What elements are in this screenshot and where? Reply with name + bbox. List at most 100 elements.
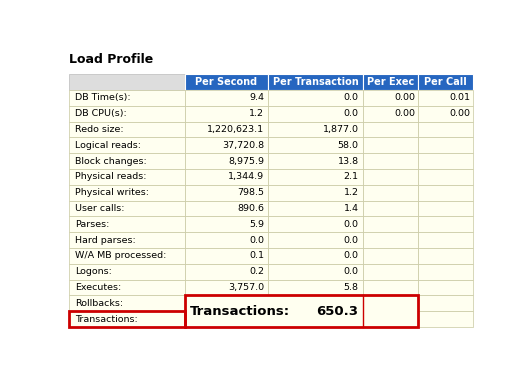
Text: User calls:: User calls: bbox=[75, 204, 125, 213]
Text: Hard parses:: Hard parses: bbox=[75, 235, 136, 245]
Bar bbox=[69, 74, 185, 90]
Bar bbox=[185, 295, 418, 327]
Text: Physical reads:: Physical reads: bbox=[75, 172, 147, 181]
Text: 0.00: 0.00 bbox=[394, 109, 415, 118]
Bar bbox=[185, 200, 268, 216]
Bar bbox=[268, 232, 363, 248]
Text: Block changes:: Block changes: bbox=[75, 156, 147, 166]
Bar bbox=[418, 216, 473, 232]
Bar bbox=[363, 137, 418, 153]
Bar bbox=[418, 200, 473, 216]
Bar bbox=[69, 248, 185, 264]
Bar bbox=[363, 153, 418, 169]
Text: Per Transaction: Per Transaction bbox=[273, 77, 359, 87]
Text: 0.00: 0.00 bbox=[394, 93, 415, 102]
Bar bbox=[185, 137, 268, 153]
Text: 0.01: 0.01 bbox=[449, 93, 470, 102]
Bar bbox=[418, 264, 473, 280]
Bar bbox=[268, 248, 363, 264]
Bar bbox=[268, 121, 363, 137]
Text: 58.0: 58.0 bbox=[338, 141, 359, 150]
Bar bbox=[418, 90, 473, 106]
Text: Rollbacks:: Rollbacks: bbox=[75, 299, 123, 308]
Bar bbox=[185, 280, 268, 295]
Text: DB Time(s):: DB Time(s): bbox=[75, 93, 131, 102]
Bar bbox=[69, 169, 185, 185]
Text: 1,344.9: 1,344.9 bbox=[228, 172, 264, 181]
Bar bbox=[363, 74, 418, 90]
Bar bbox=[69, 137, 185, 153]
Bar bbox=[268, 295, 363, 311]
Bar bbox=[268, 90, 363, 106]
Text: 0.0: 0.0 bbox=[344, 220, 359, 229]
Bar bbox=[418, 121, 473, 137]
Text: Parses:: Parses: bbox=[75, 220, 110, 229]
Text: Executes:: Executes: bbox=[75, 283, 122, 292]
Text: Per Call: Per Call bbox=[424, 77, 467, 87]
Bar bbox=[185, 311, 268, 327]
Bar bbox=[418, 280, 473, 295]
Bar bbox=[363, 280, 418, 295]
Bar bbox=[69, 200, 185, 216]
Text: DB CPU(s):: DB CPU(s): bbox=[75, 109, 127, 118]
Text: 0.0: 0.0 bbox=[344, 267, 359, 276]
Bar bbox=[363, 185, 418, 200]
Bar bbox=[418, 295, 473, 311]
Bar bbox=[363, 169, 418, 185]
Bar bbox=[418, 248, 473, 264]
Text: 3,757.0: 3,757.0 bbox=[228, 283, 264, 292]
Bar bbox=[185, 185, 268, 200]
Text: 1,877.0: 1,877.0 bbox=[323, 125, 359, 134]
Text: Logons:: Logons: bbox=[75, 267, 112, 276]
Bar bbox=[185, 121, 268, 137]
Text: 13.8: 13.8 bbox=[338, 156, 359, 166]
Bar bbox=[363, 248, 418, 264]
Text: Physical writes:: Physical writes: bbox=[75, 188, 149, 197]
Text: 37,720.8: 37,720.8 bbox=[222, 141, 264, 150]
Text: 0.00: 0.00 bbox=[449, 109, 470, 118]
Bar bbox=[185, 295, 268, 311]
Text: Redo size:: Redo size: bbox=[75, 125, 124, 134]
Bar bbox=[268, 74, 363, 90]
Text: 2.1: 2.1 bbox=[344, 172, 359, 181]
Bar bbox=[418, 311, 473, 327]
Text: 1.2: 1.2 bbox=[249, 109, 264, 118]
Bar bbox=[268, 185, 363, 200]
Bar bbox=[268, 200, 363, 216]
Bar bbox=[69, 106, 185, 121]
Bar bbox=[363, 106, 418, 121]
Text: 0.0: 0.0 bbox=[249, 235, 264, 245]
Bar bbox=[418, 137, 473, 153]
Text: Logical reads:: Logical reads: bbox=[75, 141, 141, 150]
Bar bbox=[268, 264, 363, 280]
Bar bbox=[185, 264, 268, 280]
Bar bbox=[363, 264, 418, 280]
Text: 0.1: 0.1 bbox=[249, 251, 264, 261]
Text: Per Second: Per Second bbox=[195, 77, 258, 87]
Text: 1.4: 1.4 bbox=[344, 204, 359, 213]
Bar bbox=[185, 153, 268, 169]
Bar bbox=[185, 216, 268, 232]
Bar bbox=[268, 280, 363, 295]
Bar bbox=[418, 106, 473, 121]
Text: Per Exec: Per Exec bbox=[367, 77, 414, 87]
Text: 0.0: 0.0 bbox=[344, 109, 359, 118]
Bar bbox=[185, 106, 268, 121]
Bar bbox=[185, 232, 268, 248]
Text: 0.0: 0.0 bbox=[344, 235, 359, 245]
Bar bbox=[69, 121, 185, 137]
Text: Load Profile: Load Profile bbox=[69, 53, 153, 66]
Text: 9.4: 9.4 bbox=[249, 93, 264, 102]
Text: Transactions:: Transactions: bbox=[190, 305, 290, 318]
Bar bbox=[268, 106, 363, 121]
Text: 5.9: 5.9 bbox=[249, 220, 264, 229]
Text: 8,975.9: 8,975.9 bbox=[228, 156, 264, 166]
Text: 0.0: 0.0 bbox=[344, 251, 359, 261]
Bar bbox=[363, 311, 418, 327]
Bar bbox=[418, 74, 473, 90]
Text: 0.2: 0.2 bbox=[249, 267, 264, 276]
Bar bbox=[418, 232, 473, 248]
Text: 1.2: 1.2 bbox=[344, 188, 359, 197]
Bar bbox=[363, 232, 418, 248]
Bar bbox=[363, 200, 418, 216]
